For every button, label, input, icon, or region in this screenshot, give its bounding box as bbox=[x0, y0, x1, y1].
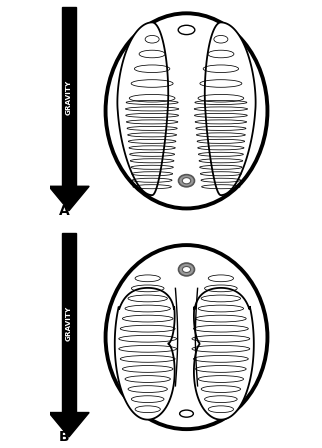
Polygon shape bbox=[194, 288, 254, 420]
Text: A: A bbox=[59, 204, 70, 218]
Text: GRAVITY: GRAVITY bbox=[66, 80, 72, 115]
Text: GRAVITY: GRAVITY bbox=[66, 306, 72, 341]
Ellipse shape bbox=[182, 177, 191, 184]
Bar bbox=[62, 233, 76, 415]
Polygon shape bbox=[49, 413, 89, 437]
Bar bbox=[62, 7, 76, 189]
Polygon shape bbox=[115, 288, 175, 420]
Polygon shape bbox=[118, 22, 168, 195]
Polygon shape bbox=[49, 186, 89, 211]
Polygon shape bbox=[205, 22, 256, 195]
Ellipse shape bbox=[178, 175, 194, 187]
Text: B: B bbox=[59, 431, 70, 444]
Ellipse shape bbox=[178, 25, 195, 34]
Ellipse shape bbox=[182, 267, 191, 272]
Ellipse shape bbox=[178, 263, 194, 276]
Ellipse shape bbox=[106, 13, 268, 208]
Ellipse shape bbox=[106, 245, 268, 429]
Ellipse shape bbox=[180, 410, 194, 417]
